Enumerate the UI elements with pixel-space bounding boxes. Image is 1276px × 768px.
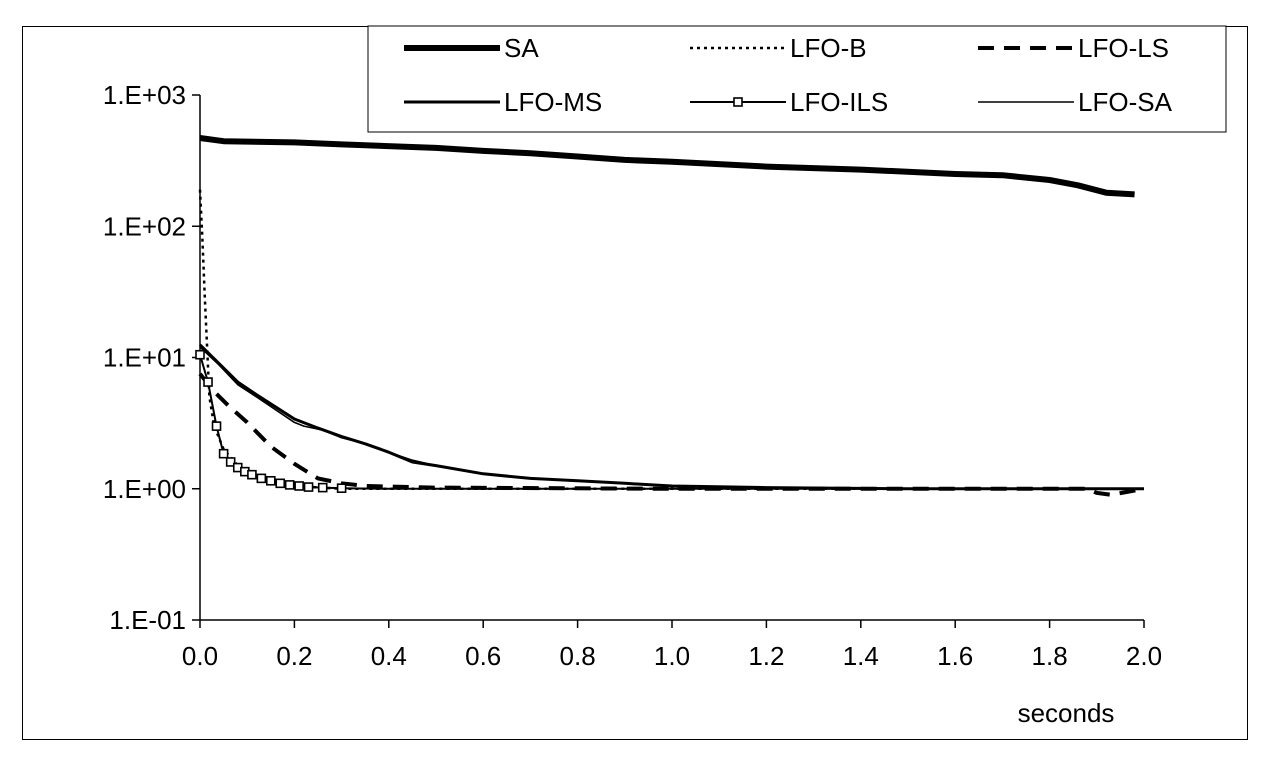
legend-label: SA — [504, 33, 539, 63]
data-point-marker — [218, 448, 229, 459]
series-line-lfo-b — [198, 189, 1144, 491]
x-tick-label: 1.6 — [937, 641, 973, 671]
data-point-marker — [317, 482, 328, 493]
data-point-marker — [225, 457, 236, 467]
y-ticks: 1.E-01 1.E+00 1.E+01 1.E+02 1.E+03 — [103, 80, 200, 635]
data-point-marker — [256, 473, 267, 484]
y-tick-label: 1.E+03 — [103, 80, 186, 110]
x-tick-label: 0.2 — [276, 641, 312, 671]
series-line-lfo-sa — [199, 346, 1144, 490]
x-tick-label: 0.8 — [560, 641, 596, 671]
data-point-marker — [284, 480, 295, 490]
series-line-sa — [199, 135, 1135, 198]
data-point-marker — [203, 377, 213, 387]
data-point-marker — [275, 478, 286, 489]
x-tick-label: 1.4 — [843, 641, 879, 671]
x-tick-label: 0.4 — [371, 641, 407, 671]
data-point-marker — [211, 421, 222, 431]
x-axis-title: seconds — [1018, 698, 1115, 728]
x-tick-label: 1.8 — [1032, 641, 1068, 671]
x-tick-label: 0.6 — [465, 641, 501, 671]
series-line-lfo-ms — [198, 343, 1144, 491]
data-point-marker — [195, 349, 205, 360]
x-tick-label: 1.0 — [654, 641, 690, 671]
legend-box — [367, 25, 1227, 133]
data-point-marker — [336, 483, 347, 493]
data-point-marker — [294, 481, 304, 491]
series-line-lfo-ils — [199, 354, 1144, 490]
x-tick-label: 2.0 — [1126, 641, 1162, 671]
legend-label: LFO-LS — [1078, 33, 1169, 63]
x-tick-label: 0.0 — [182, 641, 218, 671]
y-tick-label: 1.E+01 — [103, 343, 186, 373]
y-tick-label: 1.E-01 — [109, 605, 186, 635]
legend-label: LFO-B — [790, 33, 867, 63]
y-tick-label: 1.E+02 — [103, 211, 186, 241]
x-tick-label: 1.2 — [748, 641, 784, 671]
legend-label: LFO-ILS — [790, 87, 888, 117]
legend-label: LFO-MS — [504, 87, 602, 117]
data-point-marker — [247, 469, 257, 480]
legend-marker — [733, 97, 743, 107]
y-tick-label: 1.E+00 — [103, 474, 186, 504]
legend-label: LFO-SA — [1078, 87, 1173, 117]
series-line-lfo-ls — [198, 372, 1145, 497]
legend: SA LFO-B LFO-LS LFO-MS LFO-ILS LFO-SA — [367, 25, 1227, 133]
data-point-marker — [265, 475, 276, 486]
series-group — [195, 135, 1145, 497]
data-point-marker — [303, 482, 314, 492]
x-ticks: 0.0 0.2 0.4 0.6 0.8 1.0 1.2 1.4 1.6 1.8 2.0 — [182, 620, 1162, 671]
